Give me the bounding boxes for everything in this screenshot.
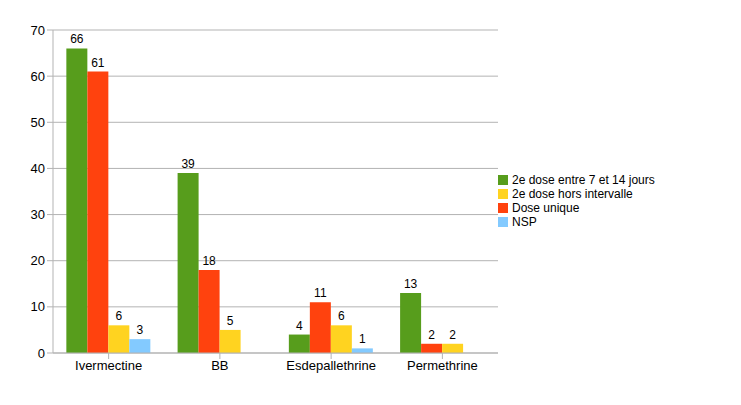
svg-text:4: 4 bbox=[296, 319, 303, 333]
svg-text:10: 10 bbox=[31, 299, 45, 314]
svg-text:20: 20 bbox=[31, 253, 45, 268]
svg-text:6: 6 bbox=[116, 309, 123, 323]
svg-text:0: 0 bbox=[38, 346, 45, 361]
svg-text:2: 2 bbox=[428, 328, 435, 342]
svg-text:66: 66 bbox=[70, 32, 84, 46]
svg-text:11: 11 bbox=[314, 286, 327, 300]
svg-text:3: 3 bbox=[137, 323, 144, 337]
svg-text:18: 18 bbox=[202, 254, 216, 268]
svg-text:6: 6 bbox=[338, 309, 345, 323]
svg-text:Ivermectine: Ivermectine bbox=[75, 358, 142, 373]
svg-text:5: 5 bbox=[227, 314, 234, 328]
svg-text:70: 70 bbox=[31, 23, 45, 38]
svg-text:30: 30 bbox=[31, 207, 45, 222]
svg-text:61: 61 bbox=[91, 56, 105, 70]
svg-text:39: 39 bbox=[181, 157, 195, 171]
html-text:NSP: NSP bbox=[512, 214, 537, 229]
svg-text:50: 50 bbox=[31, 115, 45, 130]
html-text:2e dose entre 7 et 14 jours: 2e dose entre 7 et 14 jours bbox=[512, 172, 655, 187]
svg-text:40: 40 bbox=[31, 161, 45, 176]
html-text:2e dose hors intervalle: 2e dose hors intervalle bbox=[512, 186, 633, 201]
svg-text:BB: BB bbox=[211, 358, 228, 373]
svg-text:2: 2 bbox=[449, 328, 456, 342]
svg-text:60: 60 bbox=[31, 69, 45, 84]
svg-text:Permethrine: Permethrine bbox=[407, 358, 478, 373]
svg-text:1: 1 bbox=[359, 332, 366, 346]
svg-text:13: 13 bbox=[404, 277, 418, 291]
html-text:Dose unique: Dose unique bbox=[512, 200, 580, 215]
svg-text:Esdepallethrine: Esdepallethrine bbox=[286, 358, 376, 373]
